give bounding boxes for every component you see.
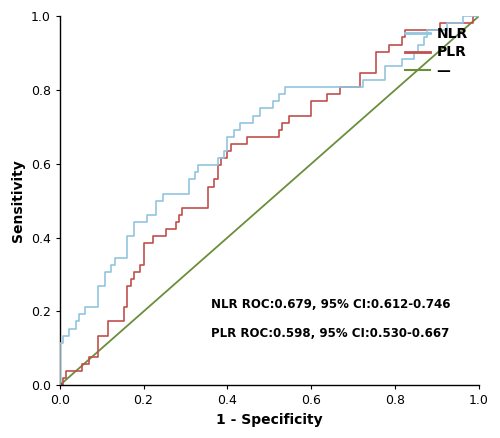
NLR (476, 14, 482, 19)
Legend: NLR, PLR, —: NLR, PLR, — (400, 23, 472, 82)
PLR (476, 14, 482, 19)
NLR (466, 14, 472, 19)
NLR (472, 14, 478, 19)
X-axis label: 1 - Specificity: 1 - Specificity (216, 413, 322, 427)
NLR (221, 148, 227, 154)
NLR (192, 177, 198, 182)
NLR (56, 368, 62, 374)
Text: PLR ROC:0.598, 95% CI:0.530-0.667: PLR ROC:0.598, 95% CI:0.530-0.667 (210, 327, 449, 340)
NLR (170, 191, 175, 196)
PLR (224, 155, 230, 161)
Line: NLR: NLR (60, 16, 479, 385)
Text: NLR ROC:0.679, 95% CI:0.612-0.746: NLR ROC:0.679, 95% CI:0.612-0.746 (210, 298, 450, 311)
Line: PLR: PLR (60, 16, 479, 385)
PLR (466, 21, 472, 26)
PLR (56, 383, 62, 388)
PLR (472, 14, 478, 19)
PLR (470, 14, 476, 19)
Y-axis label: Sensitivity: Sensitivity (11, 159, 25, 242)
PLR (60, 375, 66, 381)
PLR (205, 205, 211, 210)
NLR (56, 383, 62, 388)
NLR (460, 14, 466, 19)
PLR (179, 212, 185, 218)
